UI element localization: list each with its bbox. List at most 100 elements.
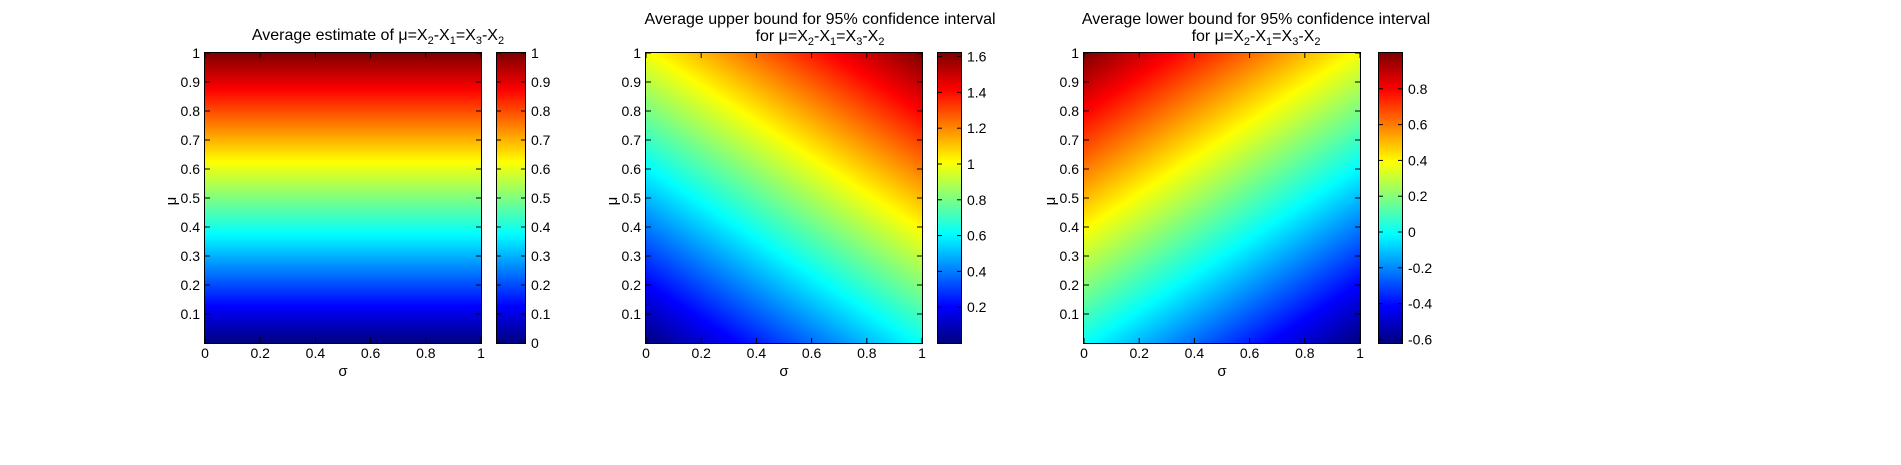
colorbar-tick-label: 1 [967,156,975,172]
colorbar-tick-label: 0.2 [1408,188,1428,204]
y-tick-label: 0.9 [622,74,642,90]
x-axis-label: σ [779,363,789,380]
title-text: -X [481,27,498,44]
y-tick-label: 0.5 [622,190,642,206]
x-tick-label: 0.8 [857,345,877,361]
y-tick-label: 0.2 [622,277,642,293]
x-tick-label: 0.4 [1185,345,1205,361]
y-axis-label: μ [163,197,180,206]
title-text: -X [1298,28,1315,45]
y-axis-label: μ [1042,197,1059,206]
colorbar-tick-label: 0.8 [531,103,551,119]
y-tick-label: 0.1 [1060,306,1080,322]
y-tick-label: 0.4 [181,219,201,235]
colorbar-tick-label: 1.6 [967,49,987,65]
colorbar-tick-label: 0.6 [531,161,551,177]
y-tick-label: 0.6 [622,161,642,177]
y-tick-label: 0.8 [622,103,642,119]
y-tick-label: 1 [633,45,641,61]
x-tick-label: 0.6 [361,345,381,361]
axes-overlay: 0 0.2 0.4 0.6 0.8 1 0.1 0.2 0.3 0.4 0.5 0.6 0.7 0.8 0.… [163,45,551,380]
heatmap-plot [645,52,923,344]
title-text: for μ=X [1191,28,1244,45]
title-subscript: 2 [807,36,815,49]
chart-panel-2: Average upper bound for 95% confidence i… [604,0,1256,465]
y-tick-label: 0.9 [181,74,201,90]
colorbar-tick-label: 0.5 [531,190,551,206]
colorbar-tick-label: 0.6 [1408,117,1428,133]
title-text: -X [433,27,450,44]
title-subscript: 1 [830,36,837,49]
title-text: =X [455,27,476,44]
heatmap-plot [204,52,482,344]
y-tick-label: 0.9 [1060,74,1080,90]
x-tick-label: 0 [1080,345,1088,361]
x-tick-label: 0 [201,345,209,361]
colorbar-tick-label: 0.4 [1408,152,1428,168]
title-text: Average lower bound for 95% confidence i… [1081,11,1431,28]
x-tick-label: 1 [1356,345,1364,361]
chart-panel-3: Average lower bound for 95% confidence i… [1042,0,1694,465]
y-tick-label: 0.6 [181,161,201,177]
y-tick-label: 0.8 [181,103,201,119]
title-line-1: Average estimate of μ=X2-X1=X3-X2 [251,27,505,48]
y-tick-label: 0.4 [1060,219,1080,235]
colorbar-tick-label: 0 [531,335,539,351]
x-tick-label: 0.2 [1129,345,1149,361]
y-tick-label: 0.3 [181,248,201,264]
colorbar-tick-label: -0.4 [1408,296,1432,312]
colorbar-tick-label: 0.2 [967,299,987,315]
title-text: for μ=X [755,28,808,45]
colorbar-tick-label: 0.8 [967,192,987,208]
x-tick-label: 0.4 [747,345,767,361]
y-tick-label: 0.3 [622,248,642,264]
colorbar-tick-label: 0.4 [531,219,551,235]
y-tick-label: 0.2 [1060,277,1080,293]
y-tick-label: 0.6 [1060,161,1080,177]
title-text: Average upper bound for 95% confidence i… [644,11,996,28]
y-tick-label: 0.3 [1060,248,1080,264]
x-tick-label: 1 [477,345,485,361]
title-line-2: for μ=X2-X1=X3-X2 [590,28,1050,49]
x-tick-label: 0.8 [416,345,436,361]
title-line-2: for μ=X2-X1=X3-X2 [1026,28,1486,49]
title-line-1: Average lower bound for 95% confidence i… [1026,11,1486,28]
chart-panel-1: Average estimate of μ=X2-X1=X3-X2 0 0.2 0.… [163,0,815,465]
colorbar [937,52,962,344]
title-text: Average estimate of μ=X [251,27,428,44]
title-subscript: 3 [1292,36,1299,49]
y-tick-label: 0.5 [181,190,201,206]
x-axis-label: σ [338,363,348,380]
y-tick-label: 0.2 [181,277,201,293]
colorbar-tick-label: 0 [1408,224,1416,240]
colorbar [1378,52,1403,344]
axes-overlay: 0 0.2 0.4 0.6 0.8 1 0.1 0.2 0.3 0.4 0.5 0.6 0.7 0.8 0.… [604,45,987,380]
x-tick-label: 0.4 [306,345,326,361]
title-text: =X [1272,28,1293,45]
y-tick-label: 0.7 [1060,132,1080,148]
colorbar-tick-label: 0.3 [531,248,551,264]
y-tick-label: 0.7 [622,132,642,148]
title-subscript: 2 [497,35,505,48]
colorbar-tick-label: 0.9 [531,74,551,90]
y-tick-label: 0.8 [1060,103,1080,119]
y-tick-label: 0.1 [181,306,201,322]
colorbar-tick-label: 0.6 [967,228,987,244]
colorbar-tick-label: 0.1 [531,306,551,322]
colorbar-tick-label: 0.8 [1408,81,1428,97]
title-text: -X [1250,28,1267,45]
x-tick-label: 0.2 [691,345,711,361]
chart-title: Average upper bound for 95% confidence i… [590,11,1050,49]
title-text: =X [836,28,857,45]
colorbar-tick-label: 1 [531,45,539,61]
x-tick-label: 0.6 [1240,345,1260,361]
x-tick-label: 1 [918,345,926,361]
colorbar-tick-label: 0.7 [531,132,551,148]
x-tick-label: 0.2 [250,345,270,361]
title-subscript: 1 [449,35,456,48]
title-subscript: 2 [427,35,434,48]
title-text: -X [814,28,831,45]
x-tick-label: 0 [642,345,650,361]
y-tick-label: 0.5 [1060,190,1080,206]
title-subscript: 3 [856,36,863,49]
